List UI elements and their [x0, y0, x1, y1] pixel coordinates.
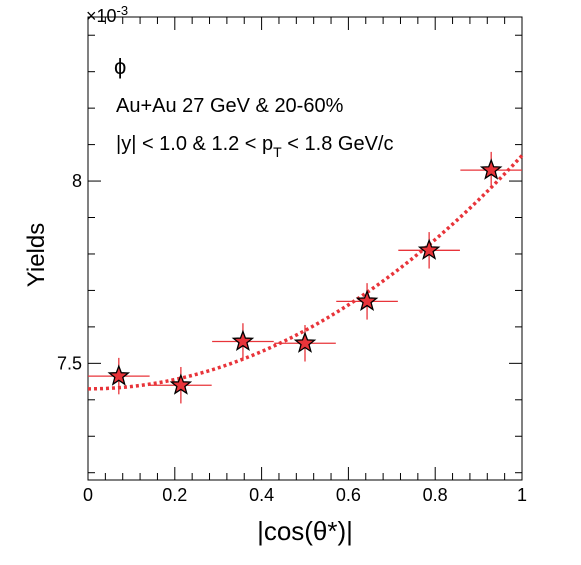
star-marker: [169, 373, 193, 395]
data-points: [88, 151, 522, 404]
star-marker: [417, 238, 441, 260]
fit-curve: [87, 154, 524, 391]
axis-ticks: [87, 17, 523, 480]
x-tick-label: 0.6: [336, 485, 361, 505]
x-tick-label: 1: [517, 485, 527, 505]
data-point: [336, 283, 398, 320]
annotation-cuts: |y| < 1.0 & 1.2 < pT < 1.8 GeV/c: [116, 133, 393, 160]
x-tick-label: 0.4: [249, 485, 274, 505]
star-marker: [231, 329, 255, 352]
y-multiplier: ×10-3: [86, 3, 128, 26]
x-axis-label: |cos(θ*)|: [257, 516, 353, 546]
data-point: [460, 151, 522, 189]
data-point: [212, 323, 274, 360]
star-marker: [355, 289, 379, 311]
annotation-system: Au+Au 27 GeV & 20-60%: [116, 95, 344, 117]
data-point: [150, 366, 212, 404]
axis-tick-labels: 0 0.2 0.4 0.6 0.8 1 7.5 8: [57, 171, 527, 505]
data-point: [274, 325, 336, 362]
y-axis-label: Yields: [23, 223, 50, 287]
annotation-particle: ϕ: [114, 54, 126, 79]
star-marker: [293, 331, 317, 353]
data-point: [398, 232, 460, 269]
data-point: [88, 357, 150, 395]
star-marker: [107, 364, 131, 386]
plot-frame: [87, 16, 523, 481]
x-tick-label: 0.8: [423, 485, 448, 505]
star-marker: [479, 158, 503, 180]
y-tick-label: 7.5: [57, 353, 82, 373]
x-tick-label: 0: [83, 485, 93, 505]
x-tick-label: 0.2: [162, 485, 187, 505]
y-tick-label: 8: [72, 171, 82, 191]
